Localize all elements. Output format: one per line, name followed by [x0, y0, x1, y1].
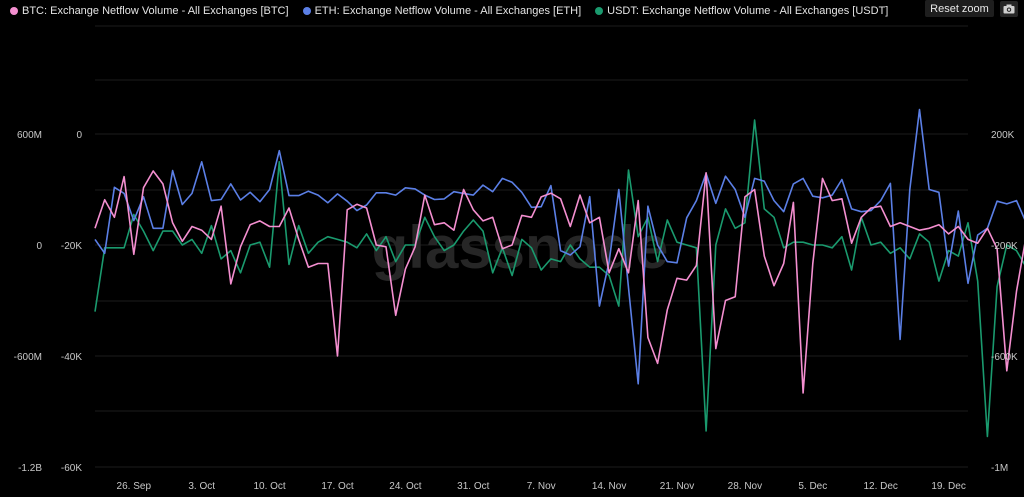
x-tick-label: 26. Sep [117, 481, 152, 492]
legend-item-btc[interactable]: BTC: Exchange Netflow Volume - All Excha… [10, 3, 289, 19]
btc-tick-label: 0 [36, 241, 42, 252]
btc-tick-label: -600M [14, 352, 42, 363]
reset-zoom-button[interactable]: Reset zoom [925, 0, 994, 17]
legend-item-eth[interactable]: ETH: Exchange Netflow Volume - All Excha… [302, 3, 582, 19]
eth-axis: 0 -20K -40K -60K [61, 130, 83, 474]
legend-label-btc: BTC: Exchange Netflow Volume - All Excha… [22, 5, 289, 17]
eth-tick-label: 0 [76, 130, 82, 141]
usdt-axis: 200K -200K -600K -1M [991, 130, 1018, 474]
x-tick-label: 28. Nov [728, 481, 762, 492]
series-line-btc[interactable] [94, 170, 1024, 394]
x-tick-label: 5. Dec [798, 481, 827, 492]
usdt-tick-label: -600K [991, 352, 1018, 363]
usdt-tick-label: -200K [991, 241, 1018, 252]
x-tick-label: 3. Oct [188, 481, 215, 492]
usdt-tick-label: 200K [991, 130, 1015, 141]
legend-label-eth: ETH: Exchange Netflow Volume - All Excha… [314, 5, 582, 17]
legend-dot-eth [302, 7, 311, 15]
usdt-tick-label: -1M [991, 463, 1008, 474]
legend-dot-usdt [595, 7, 604, 15]
legend-dot-btc [10, 7, 18, 15]
series-lines [94, 108, 1024, 438]
btc-tick-label: 600M [17, 130, 42, 141]
x-tick-label: 19. Dec [931, 481, 965, 492]
btc-axis: 600M 0 -600M -1.2B [14, 130, 43, 474]
camera-glyph-icon [1003, 4, 1015, 14]
series-line-eth[interactable] [94, 108, 1024, 385]
x-tick-label: 12. Dec [863, 481, 897, 492]
chart-legend: BTC: Exchange Netflow Volume - All Excha… [10, 3, 888, 19]
x-tick-label: 17. Oct [321, 481, 353, 492]
x-tick-label: 31. Oct [457, 481, 489, 492]
legend-item-usdt[interactable]: USDT: Exchange Netflow Volume - All Exch… [595, 3, 888, 19]
camera-icon[interactable] [1000, 1, 1018, 17]
x-tick-label: 7. Nov [527, 481, 556, 492]
eth-tick-label: -60K [61, 463, 82, 474]
x-axis: 26. Sep 3. Oct 10. Oct 17. Oct 24. Oct 31. Oc… [117, 481, 966, 492]
x-tick-label: 14. Nov [592, 481, 626, 492]
btc-tick-label: -1.2B [18, 463, 42, 474]
x-tick-label: 21. Nov [660, 481, 694, 492]
x-tick-label: 10. Oct [253, 481, 285, 492]
grid-lines [95, 25, 968, 468]
eth-tick-label: -40K [61, 352, 82, 363]
eth-tick-label: -20K [61, 241, 82, 252]
legend-label-usdt: USDT: Exchange Netflow Volume - All Exch… [607, 5, 889, 17]
x-tick-label: 24. Oct [389, 481, 421, 492]
